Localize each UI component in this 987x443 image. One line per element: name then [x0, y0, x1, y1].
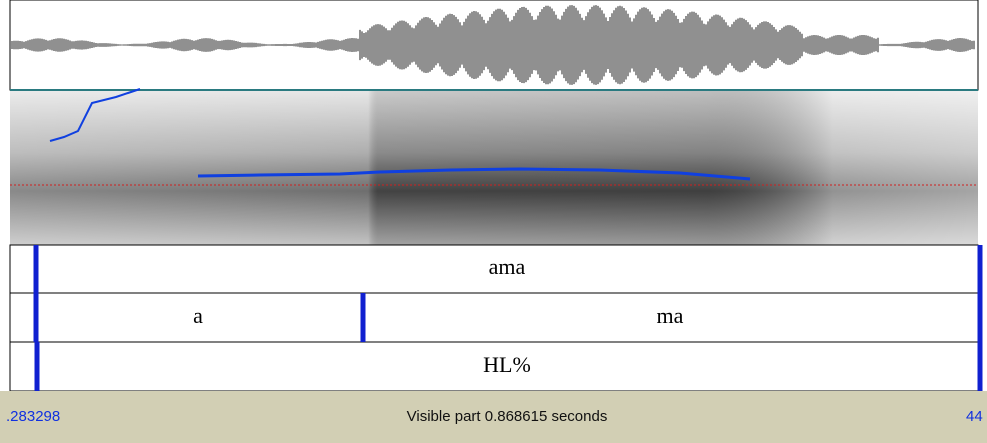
footer-bar — [0, 391, 987, 443]
interval-label[interactable]: a — [193, 303, 203, 328]
interval-label[interactable]: ama — [489, 254, 526, 279]
interval-label[interactable]: ma — [657, 303, 684, 328]
end-time[interactable]: 44 — [966, 408, 983, 425]
interval-label[interactable]: HL% — [483, 352, 531, 377]
pitch-contour — [49, 88, 141, 142]
waveform — [11, 5, 975, 85]
boundaries — [33, 245, 983, 391]
start-time[interactable]: .283298 — [6, 408, 60, 425]
visible-duration: Visible part 0.868615 seconds — [407, 408, 608, 425]
tier-panel — [9, 244, 979, 392]
pitch-contour — [197, 167, 751, 181]
